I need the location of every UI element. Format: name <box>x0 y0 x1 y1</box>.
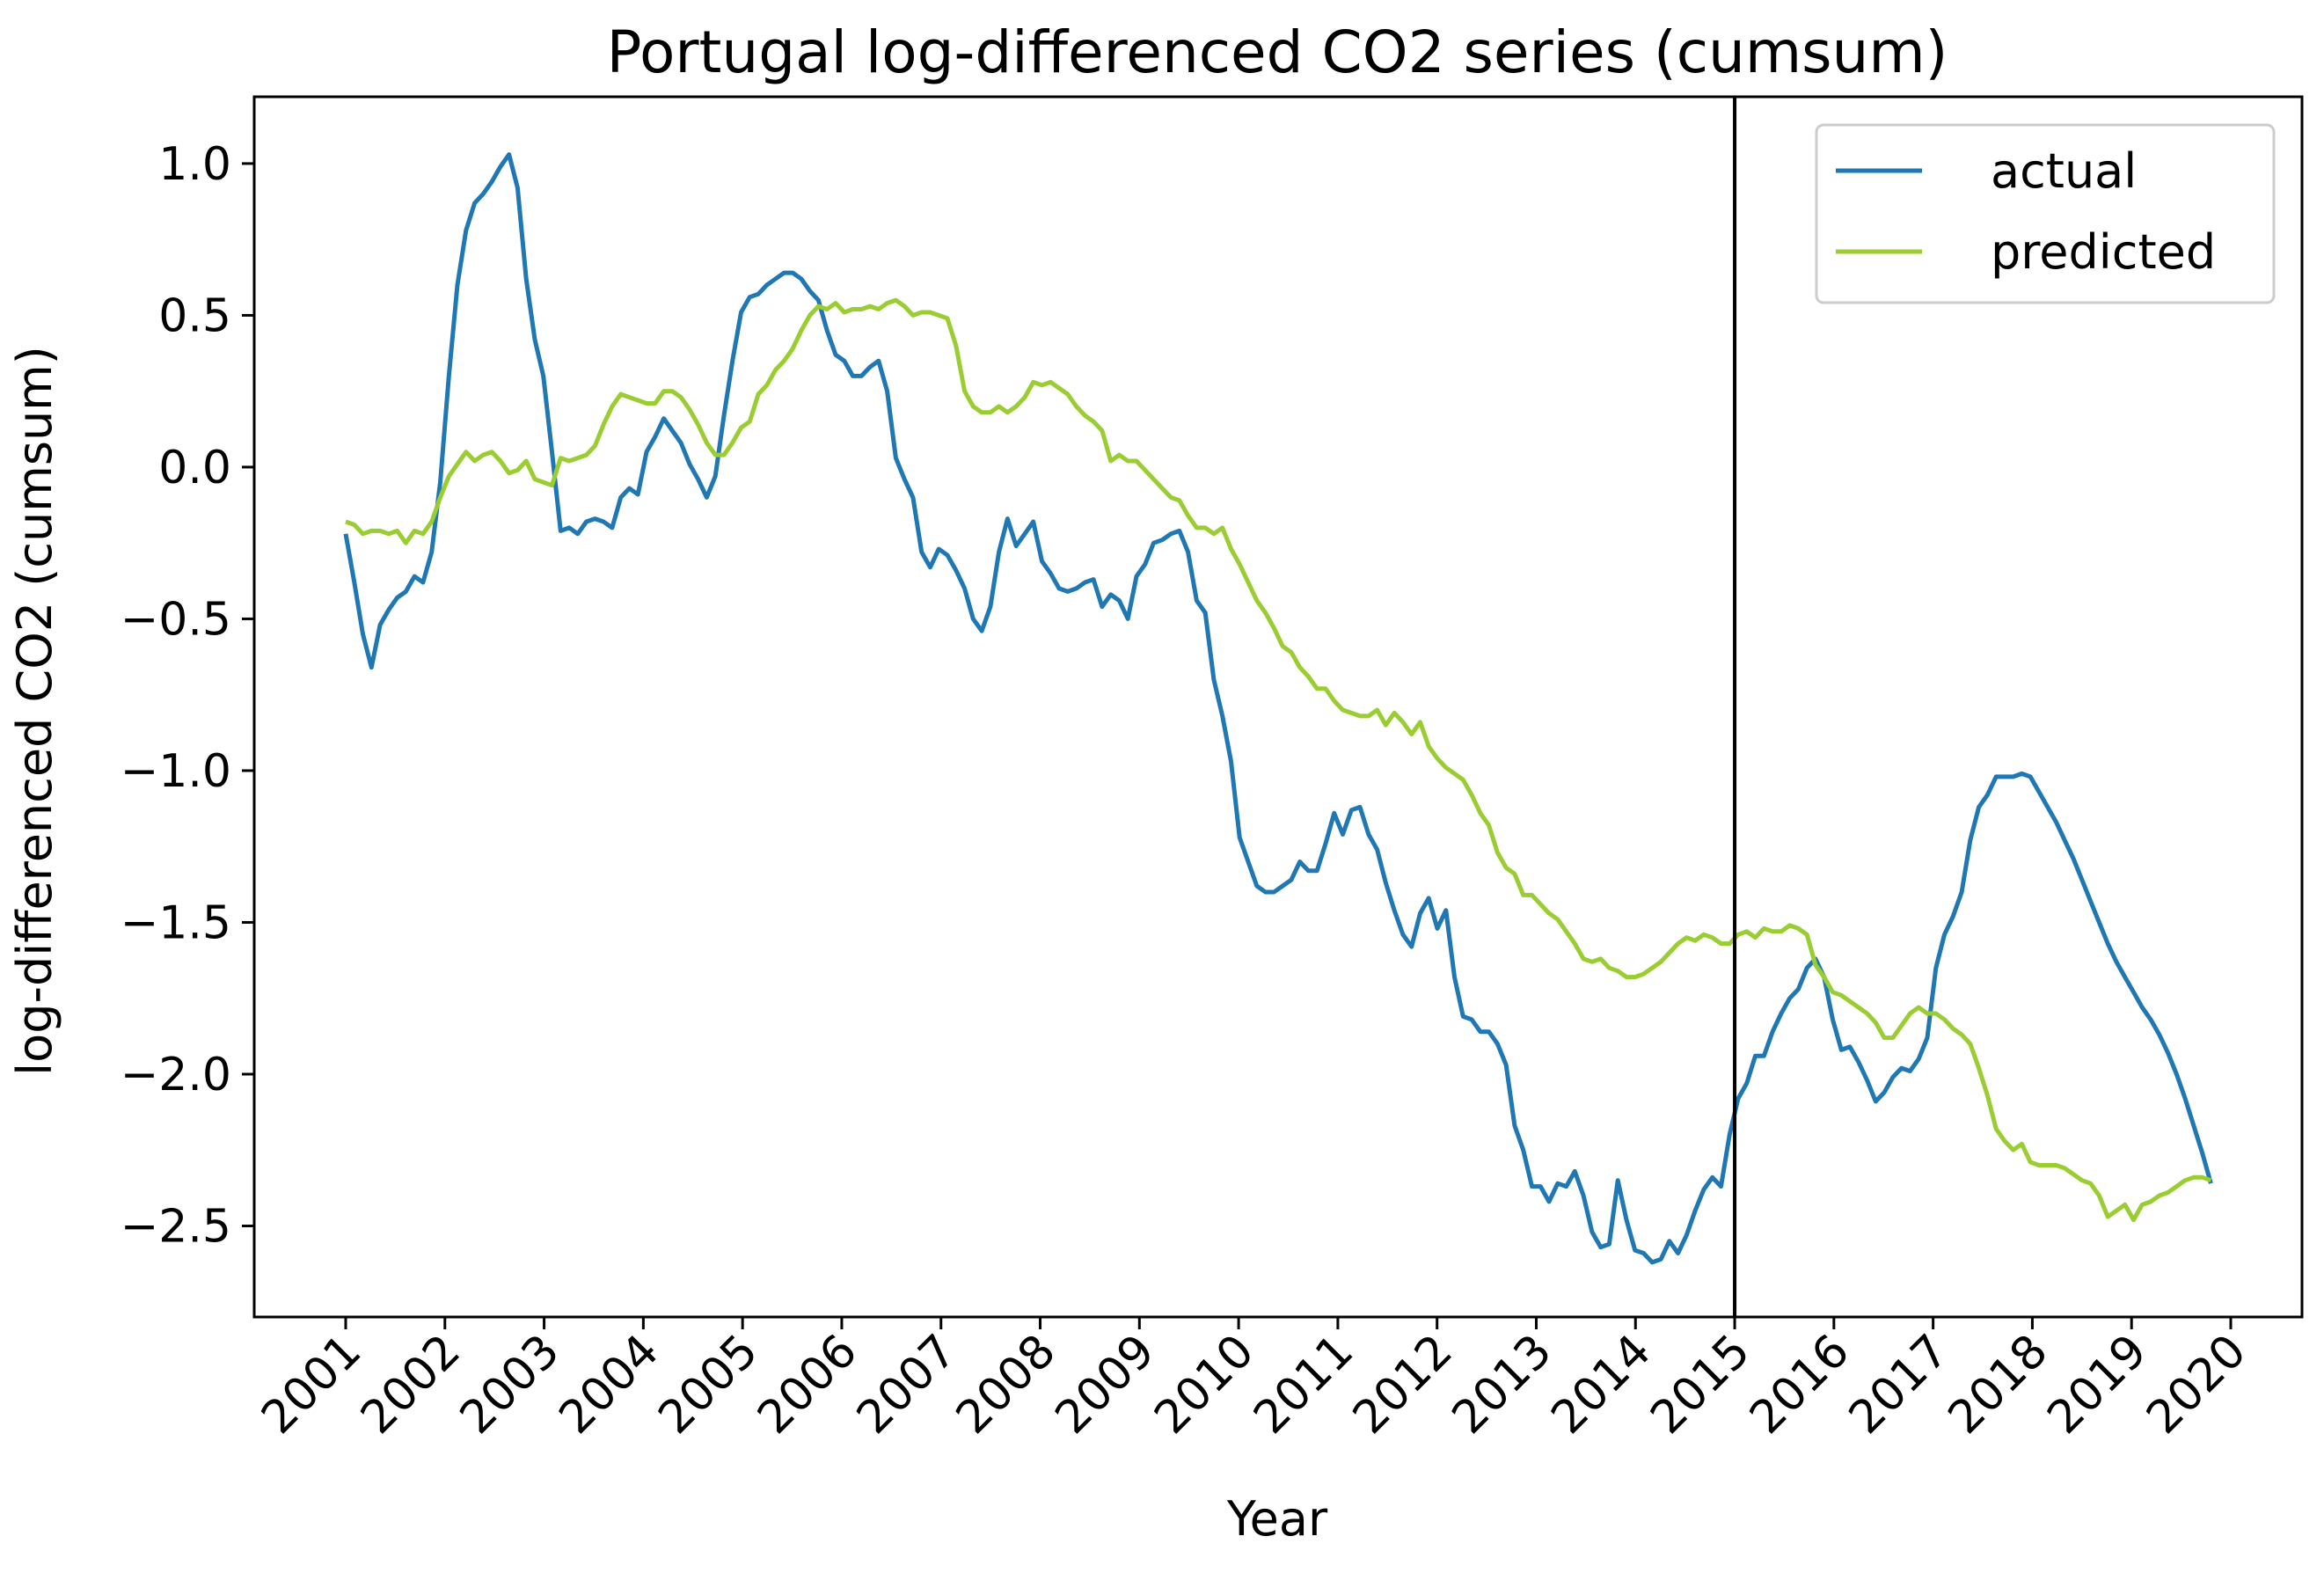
legend: actual predicted <box>1815 123 2276 304</box>
legend-label-actual: actual <box>1991 143 2137 199</box>
y-axis-label: log-differenced CO2 (cumsum) <box>7 346 62 1076</box>
y-tick-label: −2.0 <box>121 1049 231 1101</box>
y-tick-label: 0.0 <box>158 442 231 494</box>
x-axis-label: Year <box>1226 1491 1328 1547</box>
y-axis-ticks: 1.0 0.5 0.0 −0.5 −1.0 −1.5 −2.0 −2.5 <box>121 138 254 1253</box>
chart-title: Portugal log-differenced CO2 series (cum… <box>607 18 1948 86</box>
legend-box <box>1815 123 2276 304</box>
y-tick-label: 1.0 <box>158 138 231 191</box>
series-line-actual <box>343 152 2213 1265</box>
y-tick-label: −0.5 <box>121 593 231 646</box>
y-tick-label: −1.0 <box>121 745 231 798</box>
y-tick-label: −2.5 <box>121 1200 231 1253</box>
series-line-predicted <box>345 297 2212 1223</box>
plot-area <box>252 95 2304 1319</box>
plot-frame <box>252 95 2304 1319</box>
y-tick-label: 0.5 <box>158 289 231 342</box>
y-tick-label: −1.5 <box>121 896 231 949</box>
legend-label-predicted: predicted <box>1991 224 2216 280</box>
